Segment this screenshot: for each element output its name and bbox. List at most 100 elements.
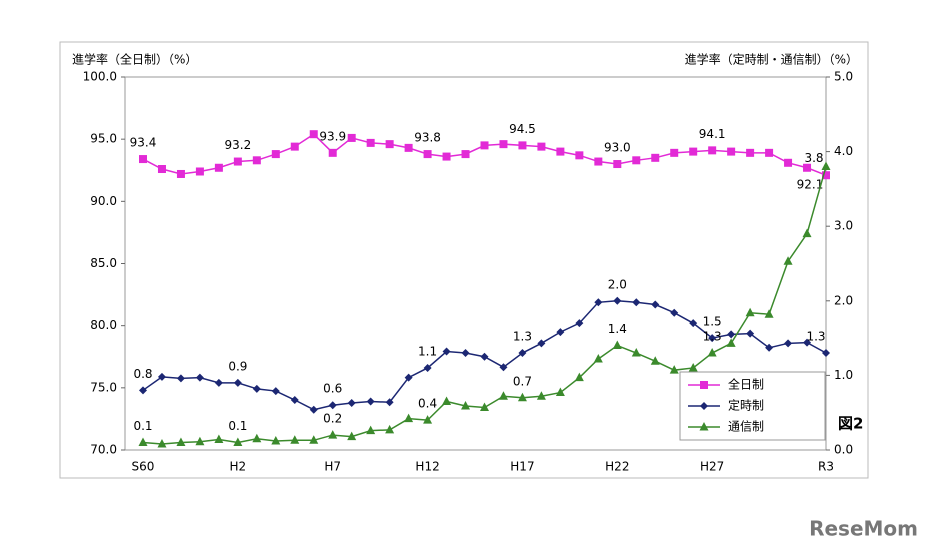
x-tick-label: H7	[324, 460, 341, 474]
data-point	[765, 343, 774, 352]
data-point	[708, 334, 717, 343]
y-tick-label: 70.0	[90, 443, 117, 457]
y2-tick-label: 4.0	[834, 144, 853, 158]
x-tick-label: R3	[818, 460, 834, 474]
legend-marker	[700, 381, 708, 389]
data-point	[347, 431, 357, 441]
data-point	[613, 296, 622, 305]
data-label: 1.5	[703, 315, 722, 329]
y2-tick-label: 3.0	[834, 219, 853, 233]
data-label: 0.1	[228, 419, 247, 433]
data-label: 93.8	[414, 131, 441, 145]
data-point	[385, 140, 394, 149]
data-point	[822, 349, 830, 358]
data-point	[271, 436, 281, 445]
data-point	[347, 133, 356, 142]
data-point	[138, 437, 148, 447]
data-point	[233, 157, 242, 166]
y2-tick-label: 1.0	[834, 368, 853, 382]
data-point	[309, 435, 319, 444]
data-point	[328, 148, 337, 157]
data-point	[176, 374, 185, 383]
data-label: 0.9	[228, 359, 247, 373]
data-point	[214, 434, 224, 444]
data-point	[271, 150, 280, 159]
data-point	[404, 413, 414, 423]
data-point	[461, 400, 471, 410]
data-point	[689, 147, 698, 156]
data-point	[214, 378, 223, 387]
data-point	[442, 396, 452, 406]
data-point	[669, 365, 679, 374]
data-point	[195, 373, 204, 382]
data-label: 1.3	[806, 330, 825, 344]
data-point	[157, 165, 166, 174]
data-point	[271, 387, 280, 396]
data-point	[195, 436, 205, 446]
data-point	[518, 349, 527, 358]
y-axis-title: 進学率（全日制）（%）	[72, 52, 197, 67]
data-point	[366, 425, 376, 435]
data-point	[385, 424, 395, 434]
data-label: 93.0	[604, 141, 631, 155]
data-point	[423, 363, 432, 372]
data-point	[631, 348, 641, 357]
y-tick-label: 80.0	[90, 318, 117, 332]
legend-label: 定時制	[728, 398, 764, 413]
x-tick-label: H27	[700, 460, 724, 474]
data-point	[746, 148, 755, 157]
data-point	[366, 138, 375, 147]
data-point	[252, 384, 261, 393]
data-point	[518, 141, 527, 150]
data-label: 94.5	[509, 122, 536, 136]
data-label: 94.1	[699, 127, 726, 141]
data-label: 0.4	[418, 397, 437, 411]
data-point	[139, 155, 147, 164]
data-point	[764, 309, 774, 318]
data-point	[480, 402, 489, 411]
data-label: 3.8	[804, 151, 823, 165]
x-tick-label: H12	[415, 460, 439, 474]
data-label: 1.4	[608, 322, 627, 336]
data-point	[404, 143, 413, 152]
data-label: 0.6	[323, 382, 342, 396]
data-point	[556, 147, 565, 156]
data-point	[328, 430, 338, 439]
data-point	[233, 437, 243, 447]
data-point	[404, 373, 413, 382]
data-point	[575, 319, 584, 328]
data-label: 0.7	[513, 374, 532, 388]
legend-label: 全日制	[728, 377, 764, 392]
data-point	[157, 372, 166, 381]
data-point	[594, 298, 603, 307]
data-point	[784, 158, 793, 167]
data-label: 0.8	[133, 367, 152, 381]
x-tick-label: S60	[132, 460, 155, 474]
data-point	[593, 353, 603, 363]
data-point	[613, 160, 622, 169]
data-point	[537, 142, 546, 151]
data-point	[461, 150, 470, 159]
data-point	[366, 397, 375, 406]
data-point	[803, 338, 812, 347]
chart-frame	[59, 41, 869, 479]
data-label: 93.2	[225, 138, 252, 152]
data-point	[517, 392, 527, 402]
data-point	[347, 399, 356, 408]
data-point	[688, 362, 698, 372]
x-tick-label: H2	[230, 460, 247, 474]
data-point	[726, 338, 736, 347]
y2-tick-label: 2.0	[834, 293, 853, 307]
data-point	[784, 339, 793, 348]
data-point	[290, 396, 299, 405]
x-tick-label: H22	[605, 460, 629, 474]
data-point	[537, 339, 546, 348]
data-point	[423, 415, 433, 424]
figure-label: 図2	[838, 415, 863, 433]
legend-label: 通信制	[728, 420, 764, 434]
data-point	[594, 157, 603, 166]
data-point	[385, 398, 394, 407]
data-point	[214, 163, 223, 172]
data-point	[651, 153, 660, 162]
data-point	[670, 308, 679, 317]
